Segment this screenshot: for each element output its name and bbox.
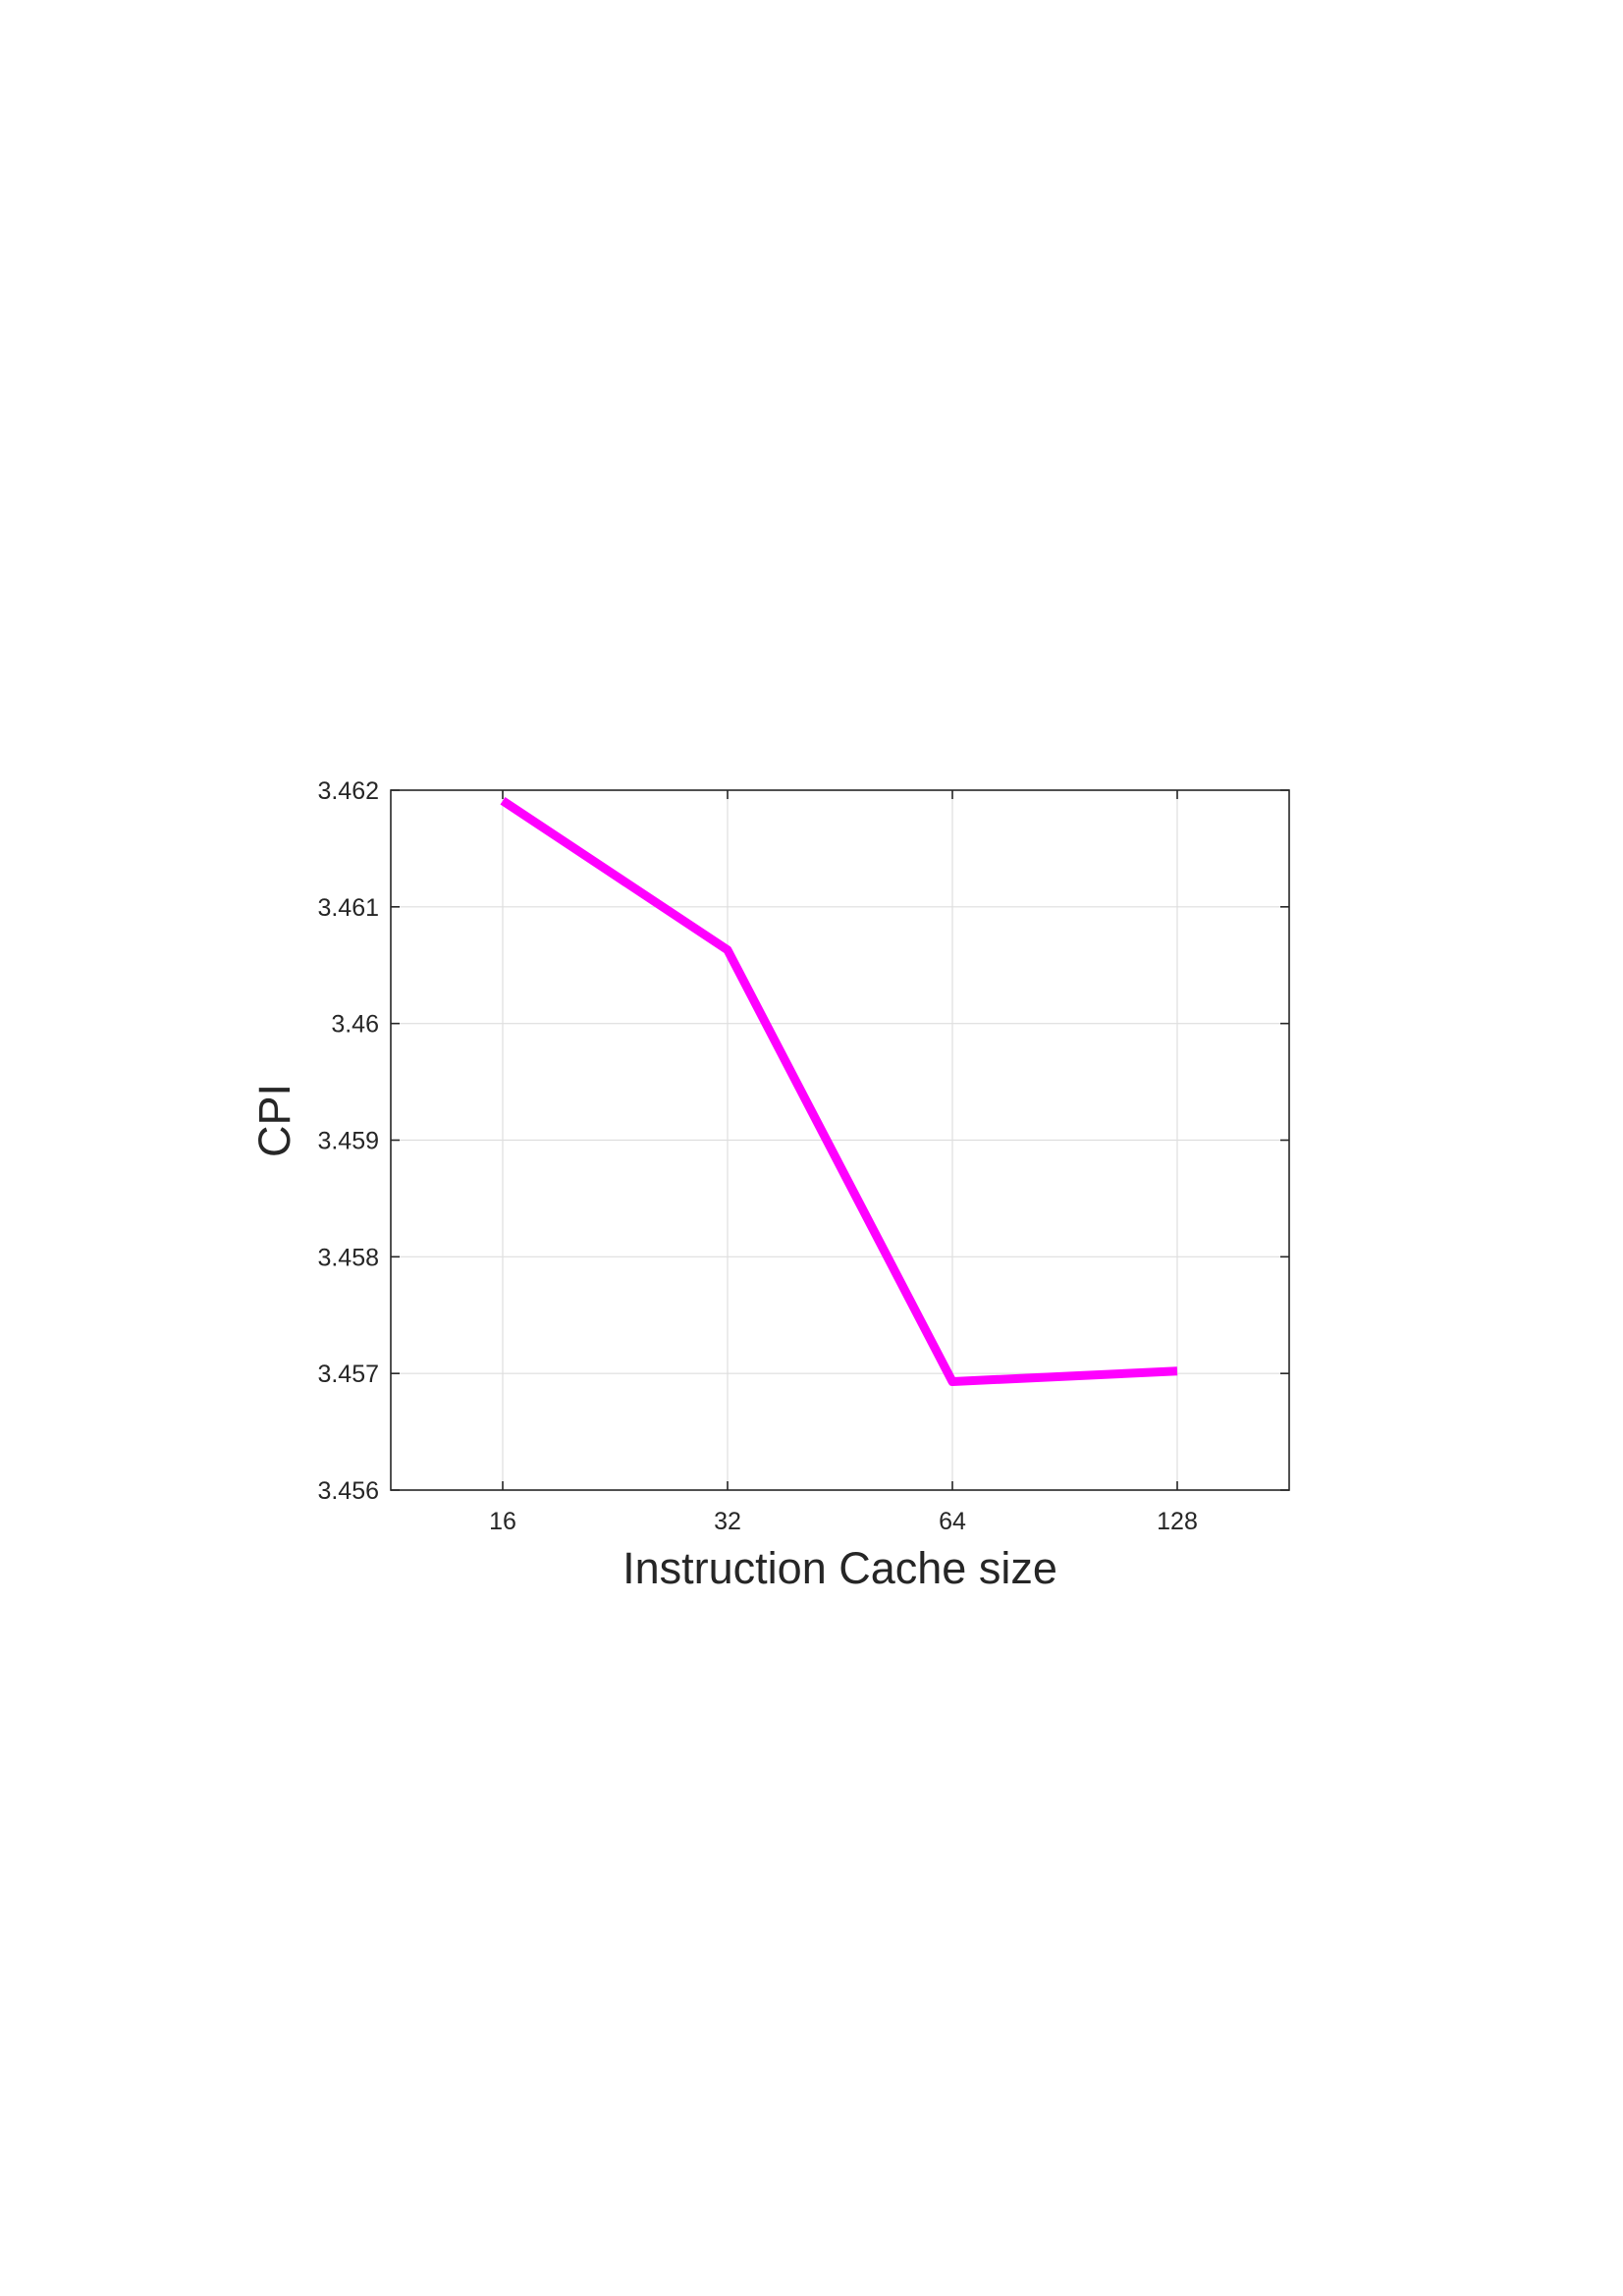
y-tick-label: 3.461 <box>317 894 379 922</box>
axis-ticks <box>391 789 1289 1491</box>
series-group <box>500 796 1178 1386</box>
y-tick-label: 3.46 <box>331 1011 379 1039</box>
y-tick-label: 3.456 <box>317 1477 379 1505</box>
grid <box>391 790 1289 1490</box>
x-tick-label: 32 <box>714 1508 741 1535</box>
y-tick-label: 3.458 <box>317 1244 379 1271</box>
x-tick-label: 128 <box>1157 1508 1198 1535</box>
x-tick-label: 16 <box>489 1508 516 1535</box>
x-tick-label: 64 <box>939 1508 966 1535</box>
y-tick-label: 3.457 <box>317 1361 379 1388</box>
y-tick-label: 3.462 <box>317 777 379 805</box>
y-axis-label: CPI <box>249 1084 299 1157</box>
series-line <box>500 796 1178 1386</box>
y-tick-label: 3.459 <box>317 1128 379 1155</box>
x-tick-labels: 16 32 64 128 <box>489 1508 1198 1535</box>
x-axis-label: Instruction Cache size <box>622 1543 1057 1593</box>
y-tick-labels: 3.456 3.457 3.458 3.459 3.46 3.461 3.462 <box>317 777 379 1505</box>
